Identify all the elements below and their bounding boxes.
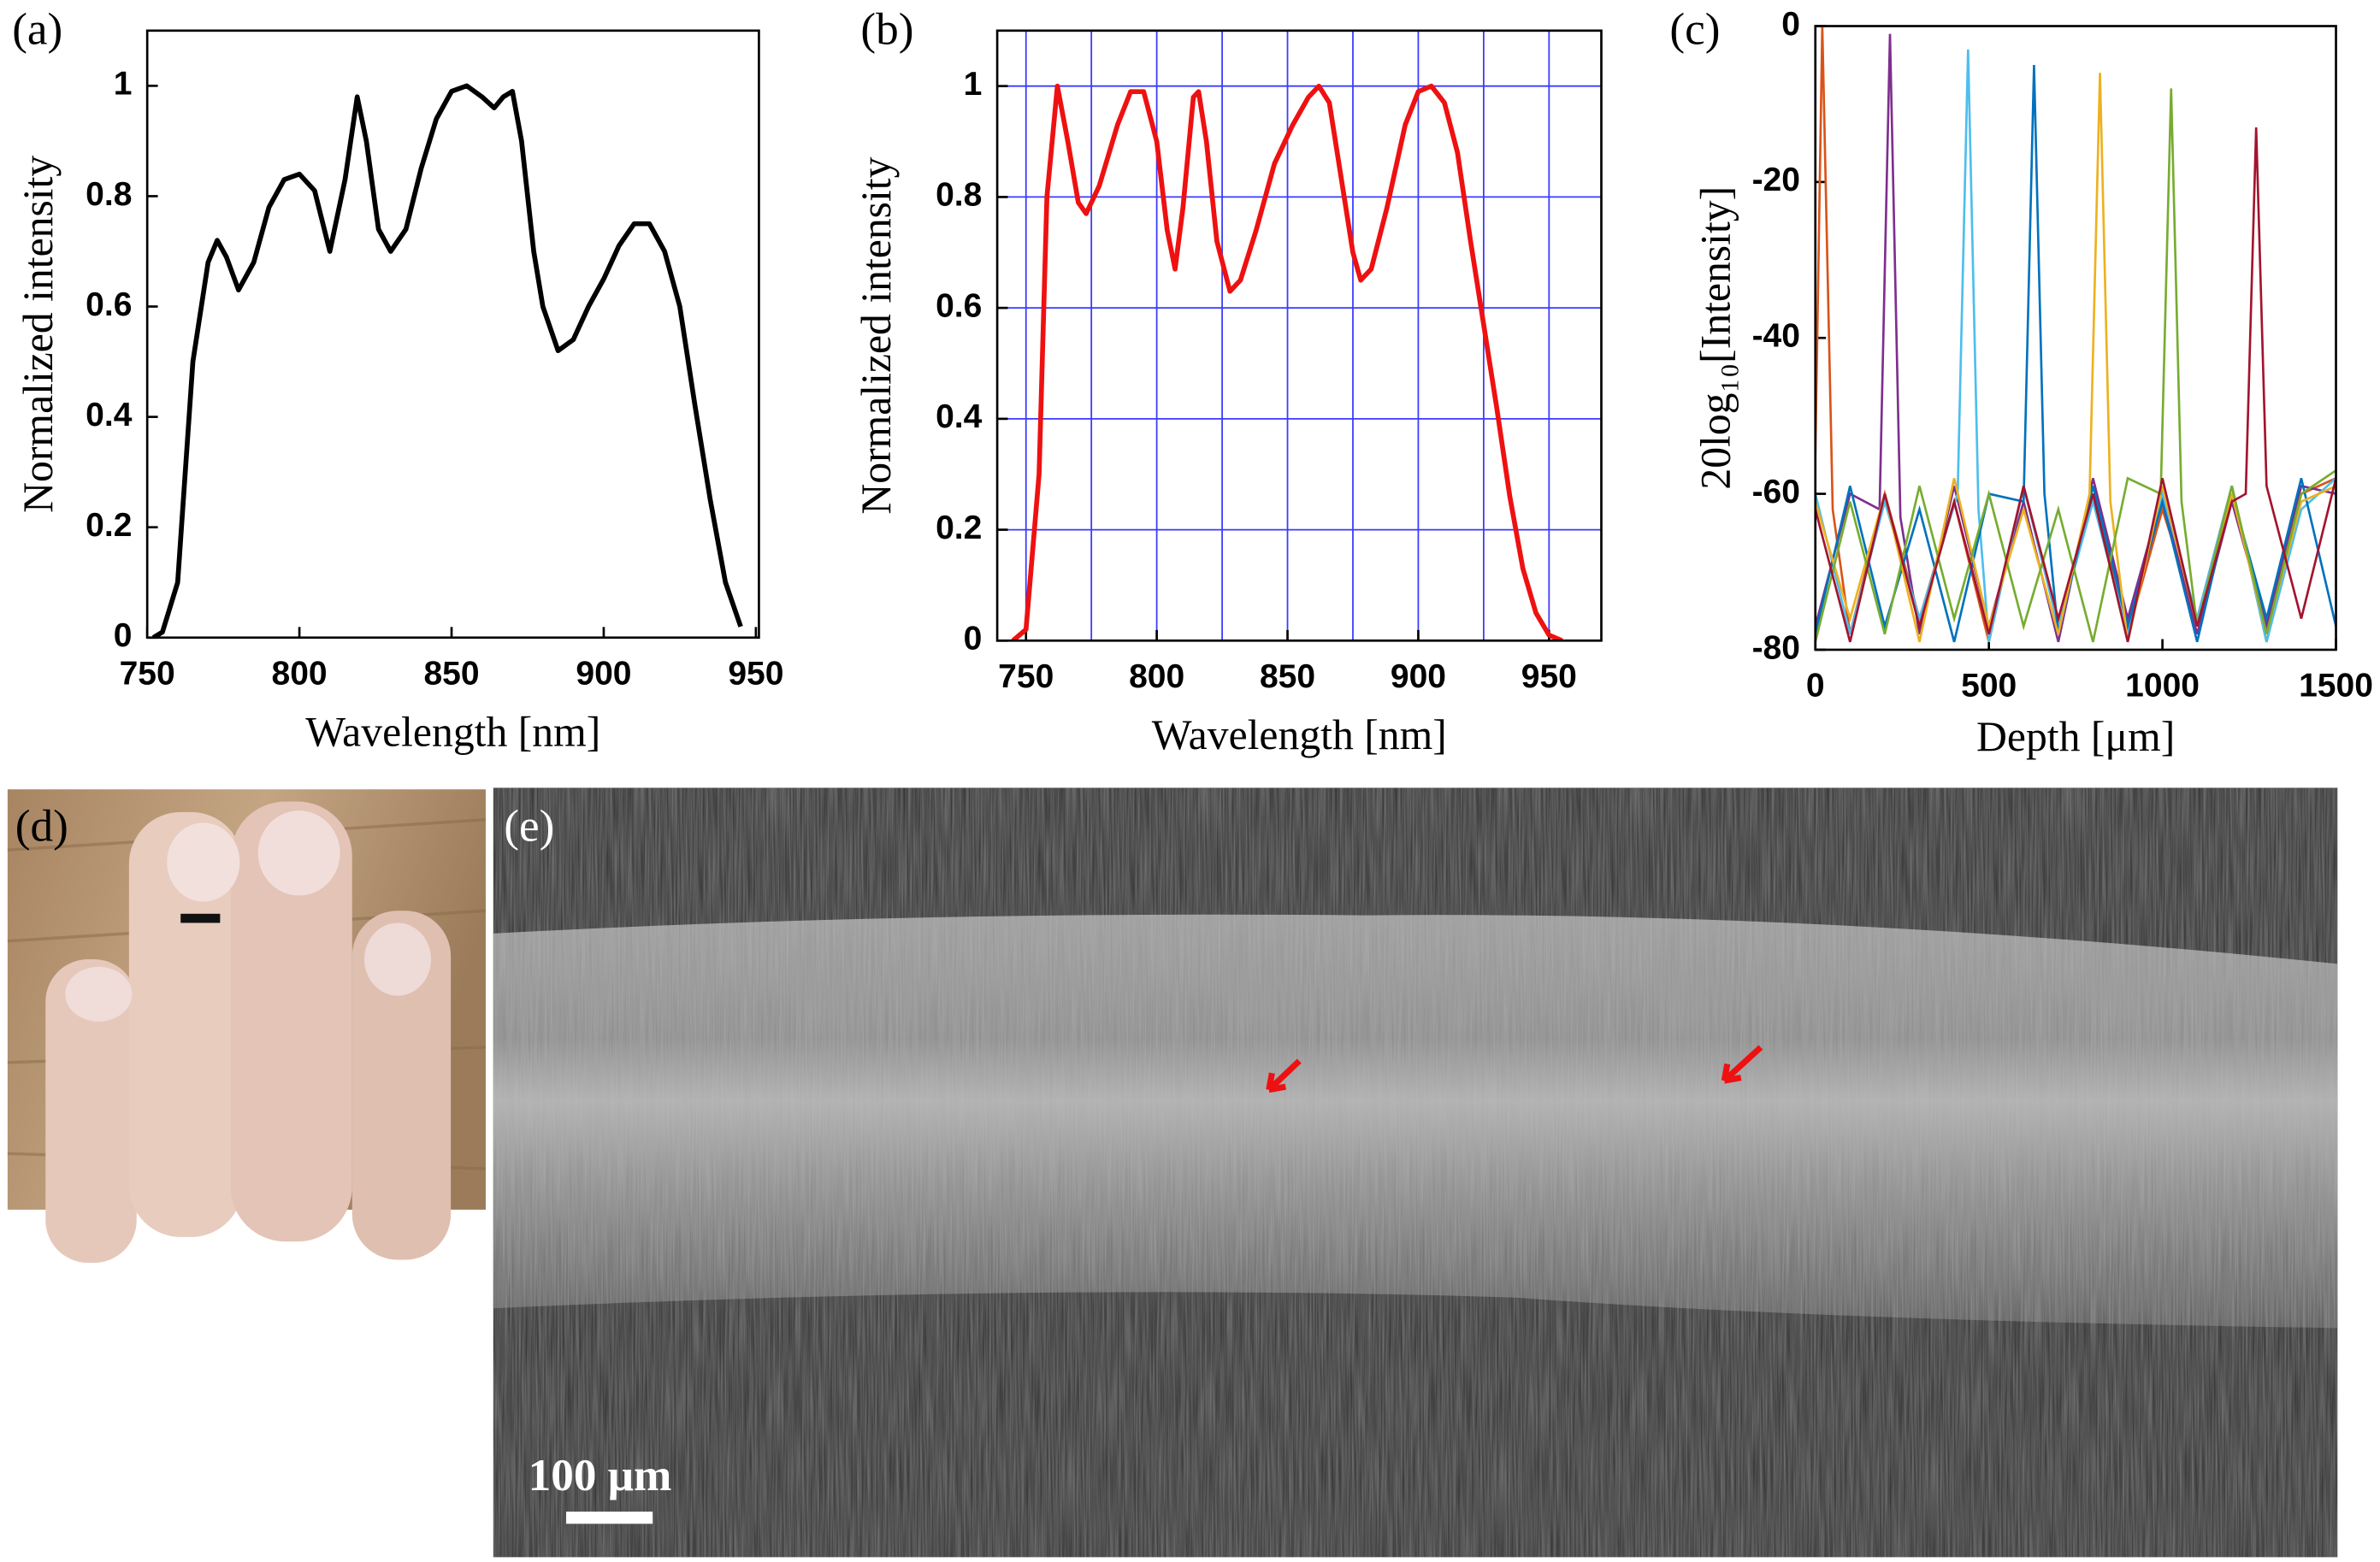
panel-label: (a) (12, 4, 62, 55)
y-axis-label: 20log₁₀[Intensity] (1692, 186, 1739, 490)
x-axis-label: Depth [μm] (1976, 713, 2175, 760)
x-tick-label: 900 (576, 655, 631, 692)
x-tick-label: 850 (423, 655, 479, 692)
x-tick-label: 800 (1129, 658, 1184, 695)
hand-photo: (d) (7, 789, 487, 1264)
plot-frame (145, 29, 760, 640)
y-tick-label: 0.8 (86, 176, 132, 213)
y-tick-label: 1 (964, 66, 983, 103)
data-line (1815, 33, 2336, 643)
x-tick-label: 750 (998, 658, 1054, 695)
finger (45, 959, 137, 1264)
y-tick-label: 0 (964, 621, 983, 657)
panel-label: (d) (15, 800, 68, 851)
chart-panel: 0 500 1000 1500 0 -20 -40 -60 -80 Depth [μm] 20log… (1669, 4, 2373, 760)
y-tick-label: 0.4 (86, 397, 133, 433)
x-axis-label: Wavelength [nm] (1152, 711, 1447, 758)
x-tick-label: 0 (1806, 668, 1825, 704)
oct-image: 100 μm (e) (493, 787, 2338, 1558)
x-tick-label: 750 (120, 655, 175, 692)
y-tick-label: -20 (1752, 162, 1800, 198)
panel-label: (b) (860, 4, 913, 55)
y-tick-label: 0.8 (936, 177, 982, 214)
y-tick-label: 0 (114, 617, 133, 654)
scale-bar (566, 1512, 653, 1524)
speckle (493, 787, 2338, 1558)
nail (65, 966, 133, 1022)
data-line (1815, 127, 2336, 643)
y-tick-label: -40 (1752, 318, 1800, 355)
nail (167, 822, 240, 902)
plot-frame (995, 29, 1603, 642)
scan-line-marker (180, 913, 221, 923)
panel-label: (c) (1669, 4, 1720, 55)
chart-panel: 750 800 850 900 950 0 0.2 0.4 0.6 0.8 1 Wavelength … (853, 4, 1603, 758)
x-tick-label: 950 (1521, 658, 1577, 695)
y-tick-label: 0.6 (86, 286, 132, 323)
arrow (1721, 1045, 1763, 1084)
finger (230, 801, 352, 1242)
x-tick-label: 500 (1961, 668, 2017, 704)
x-tick-label: 1000 (2125, 668, 2200, 704)
y-tick-label: 0.4 (936, 398, 983, 435)
y-tick-label: 0 (1781, 6, 1800, 43)
y-tick-label: 0.2 (86, 507, 132, 544)
data-line (151, 83, 743, 638)
data-line (1011, 83, 1563, 641)
panel-label: (e) (504, 800, 554, 851)
arrow (1266, 1058, 1302, 1093)
data-line (1815, 73, 2336, 643)
y-tick-label: -80 (1752, 629, 1800, 666)
data-line (1815, 88, 2336, 643)
scale-bar-label: 100 μm (529, 1450, 672, 1500)
plot-frame (1814, 25, 2337, 651)
y-axis-label: Normalized intensity (15, 156, 62, 513)
data-line (1815, 26, 2336, 643)
y-tick-label: 0.2 (936, 510, 982, 546)
finger (351, 911, 452, 1260)
nail (363, 922, 432, 996)
x-tick-label: 1500 (2299, 668, 2373, 704)
x-tick-label: 850 (1260, 658, 1315, 695)
y-tick-label: -60 (1752, 474, 1800, 510)
x-tick-label: 900 (1391, 658, 1446, 695)
x-axis-label: Wavelength [nm] (305, 709, 600, 756)
x-tick-label: 800 (272, 655, 328, 692)
x-tick-label: 950 (728, 655, 783, 692)
y-axis-label: Normalized intensity (853, 156, 900, 514)
y-tick-label: 0.6 (936, 287, 982, 324)
chart-panel: 750 800 850 900 950 0 0.2 0.4 0.6 0.8 1 Wavelength … (12, 4, 783, 756)
y-tick-label: 1 (114, 66, 133, 103)
nail (257, 810, 340, 896)
